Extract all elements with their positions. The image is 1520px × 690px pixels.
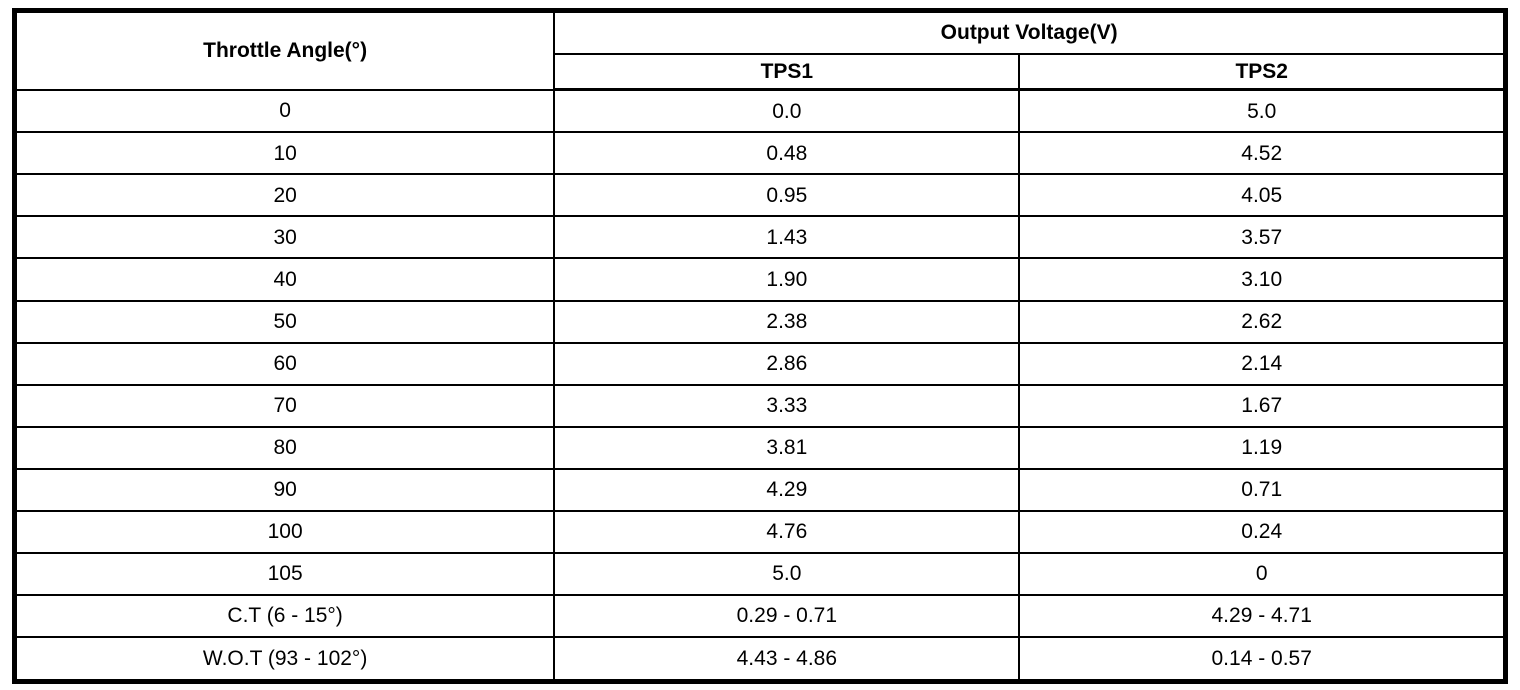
table-row: 70 3.33 1.67 — [13, 383, 1507, 428]
cell-angle: C.T (6 - 15°) — [13, 593, 556, 638]
cell-angle: 105 — [13, 551, 556, 596]
cell-tps2-value: 2.14 — [1018, 341, 1507, 386]
header-row-2: TPS1 TPS2 — [15, 52, 1507, 91]
cell-angle: 100 — [13, 509, 556, 554]
cell-tps2-value: 1.19 — [1018, 425, 1507, 470]
cell-tps2-value: 4.52 — [1018, 131, 1507, 176]
cell-angle: 0 — [13, 88, 556, 134]
cell-tps1-value: 5.0 — [553, 551, 1021, 596]
cell-angle: 20 — [13, 173, 556, 218]
cell-angle: 40 — [13, 257, 556, 302]
table-row: 80 3.81 1.19 — [13, 425, 1507, 470]
table-row-wide-open-throttle: W.O.T (93 - 102°) 4.43 - 4.86 0.14 - 0.5… — [13, 635, 1507, 683]
cell-tps1-value: 4.43 - 4.86 — [553, 635, 1021, 683]
table-row: 60 2.86 2.14 — [13, 341, 1507, 386]
cell-tps1-value: 0.29 - 0.71 — [553, 593, 1021, 638]
table-row: 0 0.0 5.0 — [13, 88, 1507, 134]
cell-tps1-value: 0.48 — [553, 131, 1021, 176]
table-row: 20 0.95 4.05 — [13, 173, 1507, 218]
cell-tps2-value: 4.05 — [1018, 173, 1507, 218]
cell-tps1-value: 2.38 — [553, 299, 1021, 344]
cell-tps2-value: 4.29 - 4.71 — [1018, 593, 1507, 638]
table-row: 100 4.76 0.24 — [13, 509, 1507, 554]
cell-tps1-value: 4.29 — [553, 467, 1021, 512]
cell-tps2-value: 5.0 — [1018, 88, 1507, 134]
table-row: 105 5.0 0 — [13, 551, 1507, 596]
cell-tps2-value: 1.67 — [1018, 383, 1507, 428]
cell-tps2-value: 0.24 — [1018, 509, 1507, 554]
cell-tps1-value: 0.0 — [553, 88, 1021, 134]
tps-voltage-table: Throttle Angle(°) Output Voltage(V) TPS1… — [12, 8, 1508, 684]
table-row: 10 0.48 4.52 — [13, 131, 1507, 176]
cell-tps2-value: 0 — [1018, 551, 1507, 596]
cell-tps1-value: 2.86 — [553, 341, 1021, 386]
table-row: 50 2.38 2.62 — [13, 299, 1507, 344]
cell-tps2-value: 3.57 — [1018, 215, 1507, 260]
cell-tps1-value: 3.33 — [553, 383, 1021, 428]
cell-angle: 10 — [13, 131, 556, 176]
header-row-1: Throttle Angle(°) Output Voltage(V) — [13, 9, 1507, 91]
table-row: 40 1.90 3.10 — [13, 257, 1507, 302]
cell-tps2-value: 2.62 — [1018, 299, 1507, 344]
cell-angle: 60 — [13, 341, 556, 386]
cell-tps1-value: 1.90 — [553, 257, 1021, 302]
table-row: 90 4.29 0.71 — [13, 467, 1507, 512]
cell-angle: W.O.T (93 - 102°) — [13, 635, 556, 683]
table-row-closed-throttle: C.T (6 - 15°) 0.29 - 0.71 4.29 - 4.71 — [13, 593, 1507, 638]
header-tps1: TPS1 — [553, 52, 1021, 91]
cell-angle: 90 — [13, 467, 556, 512]
cell-tps1-value: 0.95 — [553, 173, 1021, 218]
cell-tps2-value: 3.10 — [1018, 257, 1507, 302]
cell-angle: 30 — [13, 215, 556, 260]
header-output-voltage: Output Voltage(V) — [553, 9, 1507, 55]
cell-angle: 70 — [13, 383, 556, 428]
cell-tps2-value: 0.71 — [1018, 467, 1507, 512]
header-tps2: TPS2 — [1018, 52, 1507, 91]
header-throttle-angle: Throttle Angle(°) — [13, 9, 556, 91]
cell-angle: 80 — [13, 425, 556, 470]
cell-tps1-value: 1.43 — [553, 215, 1021, 260]
table-row: 30 1.43 3.57 — [13, 215, 1507, 260]
cell-tps2-value: 0.14 - 0.57 — [1018, 635, 1507, 683]
cell-tps1-value: 4.76 — [553, 509, 1021, 554]
cell-tps1-value: 3.81 — [553, 425, 1021, 470]
cell-angle: 50 — [13, 299, 556, 344]
